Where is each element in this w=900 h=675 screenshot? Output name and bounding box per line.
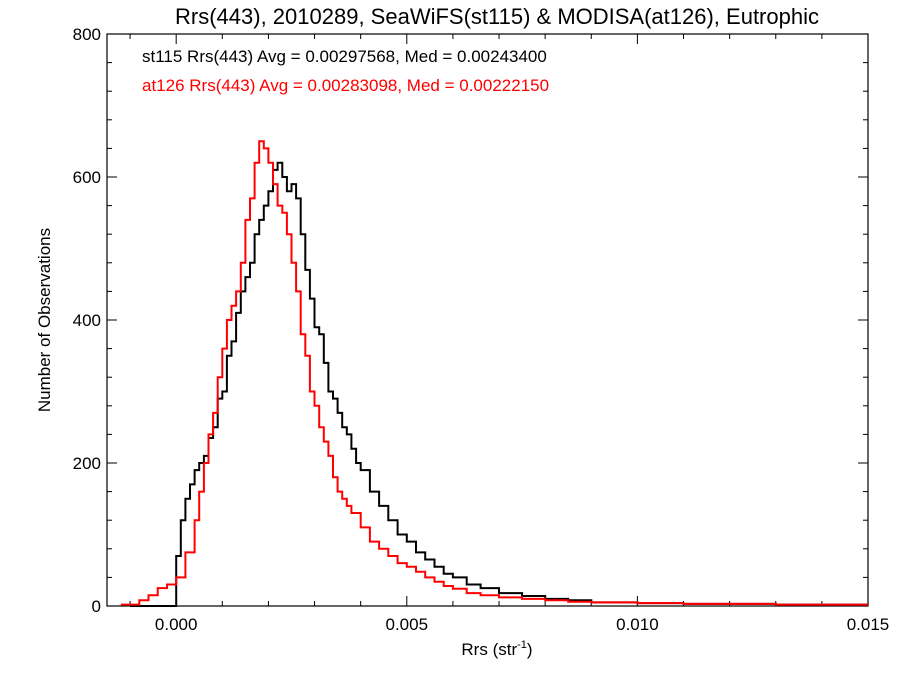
x-axis-label-sup: -1 [517,639,527,651]
x-tick-label: 0.000 [155,615,198,634]
plot-frame [106,33,869,607]
axis-ticks: 0.000 0.005 0.010 0.015 0 200 400 600 800 [73,25,890,634]
y-tick-label: 600 [73,168,101,187]
y-tick-label: 400 [73,311,101,330]
annotation-at126: at126 Rrs(443) Avg = 0.00283098, Med = 0… [142,76,549,95]
x-tick-label: 0.015 [847,615,890,634]
y-tick-label: 800 [73,25,101,44]
chart-title: Rrs(443), 2010289, SeaWiFS(st115) & MODI… [175,4,819,29]
series-st115-line [130,161,868,607]
series-layer [120,140,868,607]
x-tick-label: 0.005 [386,615,429,634]
x-axis-label-close: ) [527,640,533,659]
x-axis-label: Rrs (str-1) [461,639,532,659]
x-axis-label-main: Rrs (str [461,640,517,659]
y-tick-label: 0 [92,597,101,616]
y-axis-label: Number of Observations [35,228,54,412]
annotation-st115: st115 Rrs(443) Avg = 0.00297568, Med = 0… [142,47,547,66]
x-tick-label: 0.010 [616,615,659,634]
y-tick-label: 200 [73,454,101,473]
series-at126-line [120,140,868,606]
